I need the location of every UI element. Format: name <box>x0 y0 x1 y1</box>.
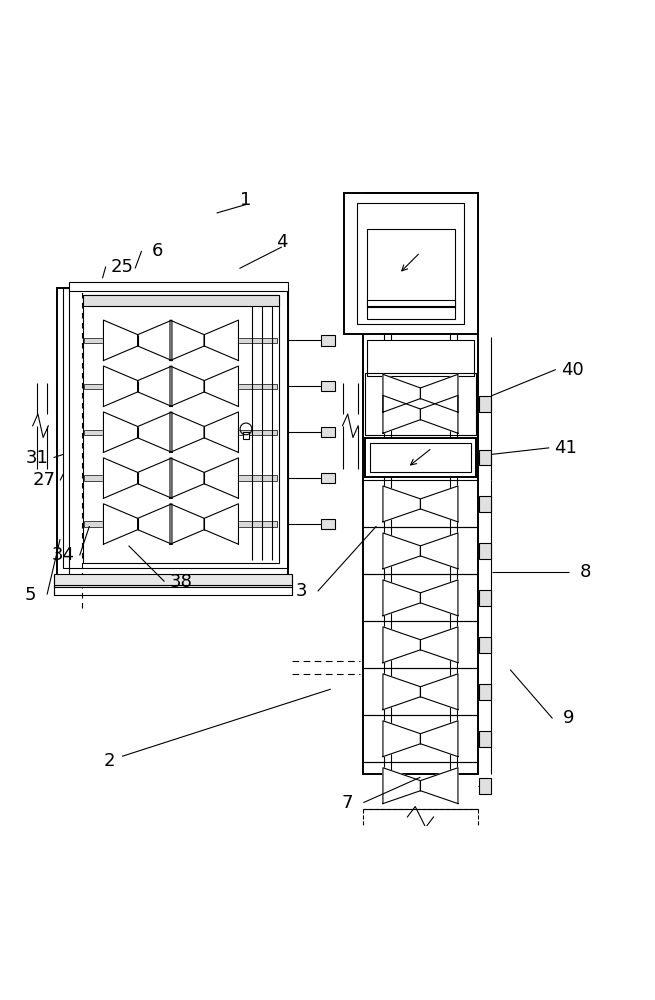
Bar <box>365 373 476 435</box>
Bar <box>479 684 491 700</box>
Polygon shape <box>138 320 172 361</box>
Text: 5: 5 <box>25 586 37 604</box>
Polygon shape <box>170 458 204 498</box>
Bar <box>479 731 491 747</box>
Bar <box>365 438 476 477</box>
Polygon shape <box>170 320 204 361</box>
Polygon shape <box>421 374 458 412</box>
Polygon shape <box>204 458 238 498</box>
Bar <box>321 427 335 437</box>
Bar <box>344 193 477 334</box>
Text: 9: 9 <box>563 709 574 727</box>
Polygon shape <box>383 580 421 616</box>
Polygon shape <box>204 504 238 544</box>
Bar <box>479 590 491 606</box>
Bar <box>479 637 491 653</box>
Bar <box>84 384 276 389</box>
Text: 38: 38 <box>169 573 192 591</box>
Text: 2: 2 <box>103 752 115 770</box>
Bar <box>84 475 276 481</box>
Polygon shape <box>383 533 421 569</box>
Text: 41: 41 <box>554 439 577 457</box>
Bar <box>321 335 335 346</box>
Bar <box>367 307 455 319</box>
Polygon shape <box>138 458 172 498</box>
Bar <box>54 574 291 587</box>
Bar <box>364 193 477 774</box>
Polygon shape <box>103 504 138 544</box>
Text: 1: 1 <box>240 191 252 209</box>
Polygon shape <box>383 768 421 804</box>
Text: 6: 6 <box>152 242 164 260</box>
Bar <box>479 778 491 794</box>
Polygon shape <box>421 721 458 757</box>
Bar <box>479 496 491 512</box>
Bar <box>357 203 464 324</box>
Polygon shape <box>421 486 458 522</box>
Bar <box>367 229 455 308</box>
Polygon shape <box>138 504 172 544</box>
Bar <box>54 585 291 595</box>
Text: 31: 31 <box>26 449 48 467</box>
Polygon shape <box>138 366 172 406</box>
Bar <box>370 443 471 472</box>
Text: 40: 40 <box>561 361 584 379</box>
Bar <box>84 521 276 527</box>
Bar <box>367 300 455 306</box>
Bar <box>64 288 288 568</box>
Polygon shape <box>170 366 204 406</box>
Text: 8: 8 <box>580 563 591 581</box>
Text: 25: 25 <box>111 258 134 276</box>
Text: 34: 34 <box>52 546 75 564</box>
Polygon shape <box>421 395 458 433</box>
Bar <box>84 430 276 435</box>
Polygon shape <box>138 412 172 452</box>
Bar <box>367 340 474 376</box>
Text: 7: 7 <box>341 794 353 812</box>
Polygon shape <box>103 366 138 406</box>
Polygon shape <box>103 412 138 452</box>
Bar <box>83 295 278 563</box>
Polygon shape <box>421 533 458 569</box>
Bar <box>479 396 491 412</box>
Polygon shape <box>383 627 421 663</box>
Polygon shape <box>383 486 421 522</box>
Text: 3: 3 <box>295 582 307 600</box>
Bar <box>84 338 276 343</box>
Bar <box>57 288 288 575</box>
Polygon shape <box>383 395 421 433</box>
Bar <box>321 473 335 483</box>
Bar <box>479 450 491 465</box>
Bar <box>69 282 288 291</box>
Polygon shape <box>421 674 458 710</box>
Polygon shape <box>383 374 421 412</box>
Bar <box>83 295 278 306</box>
Polygon shape <box>421 627 458 663</box>
Bar <box>243 432 250 439</box>
Polygon shape <box>204 320 238 361</box>
Polygon shape <box>383 721 421 757</box>
Polygon shape <box>421 580 458 616</box>
Polygon shape <box>170 412 204 452</box>
Polygon shape <box>170 504 204 544</box>
Bar <box>321 381 335 391</box>
Bar <box>479 543 491 559</box>
Bar <box>321 519 335 529</box>
Polygon shape <box>103 320 138 361</box>
Text: 27: 27 <box>32 471 55 489</box>
Polygon shape <box>204 366 238 406</box>
Polygon shape <box>421 768 458 804</box>
Text: 4: 4 <box>276 233 288 251</box>
Polygon shape <box>383 674 421 710</box>
Polygon shape <box>103 458 138 498</box>
Polygon shape <box>204 412 238 452</box>
